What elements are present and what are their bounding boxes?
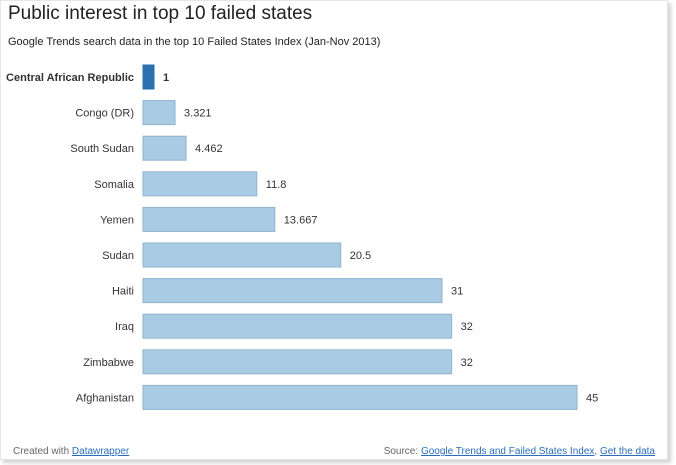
datawrapper-link[interactable]: Datawrapper — [71, 446, 130, 457]
value-label: 32 — [461, 357, 473, 369]
value-label: 11.8 — [266, 179, 287, 191]
category-label: Afghanistan — [76, 392, 134, 404]
bar[interactable] — [142, 278, 443, 304]
value-label: 32 — [461, 321, 473, 333]
category-label: Central African Republic — [6, 72, 134, 84]
category-label: Somalia — [94, 179, 135, 191]
bar[interactable] — [142, 206, 276, 232]
chart-title: Public interest in top 10 failed states — [8, 3, 313, 24]
value-label: 3.321 — [184, 108, 212, 120]
credit-footer: Created with Datawrapper — [13, 446, 129, 457]
source-label: Source: — [383, 446, 419, 457]
category-label: South Sudan — [70, 143, 134, 155]
value-label: 45 — [586, 392, 598, 404]
source-separator: , — [594, 446, 598, 457]
bar[interactable] — [142, 135, 187, 161]
category-label: Iraq — [115, 321, 134, 333]
source-footer: Source: Google Trends and Failed States … — [384, 446, 655, 457]
chart-subtitle: Google Trends search data in the top 10 … — [8, 36, 381, 48]
get-the-data-link[interactable]: Get the data — [599, 446, 655, 457]
value-label: 13.667 — [284, 214, 318, 226]
bar[interactable] — [142, 349, 453, 375]
bar[interactable] — [142, 384, 578, 410]
chart-frame: Public interest in top 10 failed states … — [0, 0, 668, 460]
bar[interactable] — [142, 242, 342, 268]
bar[interactable] — [142, 171, 258, 197]
category-label: Congo (DR) — [75, 108, 134, 120]
created-with-text: Created with — [13, 446, 70, 457]
category-label: Haiti — [112, 286, 134, 298]
value-label: 1 — [163, 72, 169, 84]
category-label: Sudan — [102, 250, 134, 262]
value-label: 4.462 — [195, 143, 223, 155]
bar-chart: Central African Republic 1 Congo (DR) 3.321… — [6, 64, 598, 410]
bar[interactable] — [142, 313, 453, 339]
bar[interactable] — [142, 64, 155, 90]
bar[interactable] — [142, 100, 176, 126]
category-label: Zimbabwe — [83, 357, 134, 369]
source-link[interactable]: Google Trends and Failed States Index — [420, 446, 595, 457]
value-label: 31 — [451, 286, 463, 298]
category-label: Yemen — [100, 214, 134, 226]
value-label: 20.5 — [350, 250, 371, 262]
